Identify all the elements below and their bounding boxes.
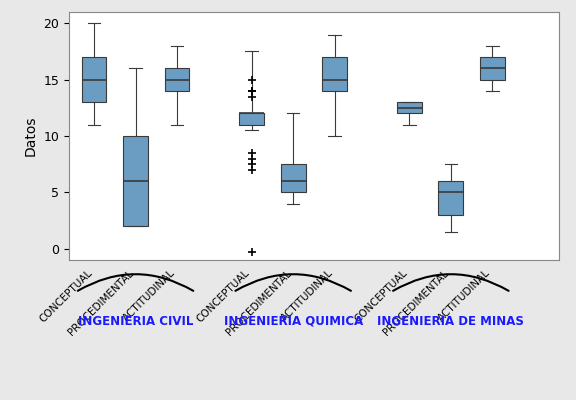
Text: INGENIERIA DE MINAS: INGENIERIA DE MINAS: [377, 314, 524, 328]
PathPatch shape: [239, 114, 264, 125]
PathPatch shape: [123, 136, 148, 226]
PathPatch shape: [322, 57, 347, 91]
PathPatch shape: [397, 102, 422, 114]
PathPatch shape: [82, 57, 107, 102]
Text: INGENIERIA CIVIL: INGENIERIA CIVIL: [78, 314, 193, 328]
Text: INGENIERIA QUIMICA: INGENIERIA QUIMICA: [223, 314, 363, 328]
PathPatch shape: [165, 68, 190, 91]
PathPatch shape: [480, 57, 505, 80]
PathPatch shape: [438, 181, 463, 215]
Y-axis label: Datos: Datos: [24, 116, 38, 156]
PathPatch shape: [281, 164, 306, 192]
